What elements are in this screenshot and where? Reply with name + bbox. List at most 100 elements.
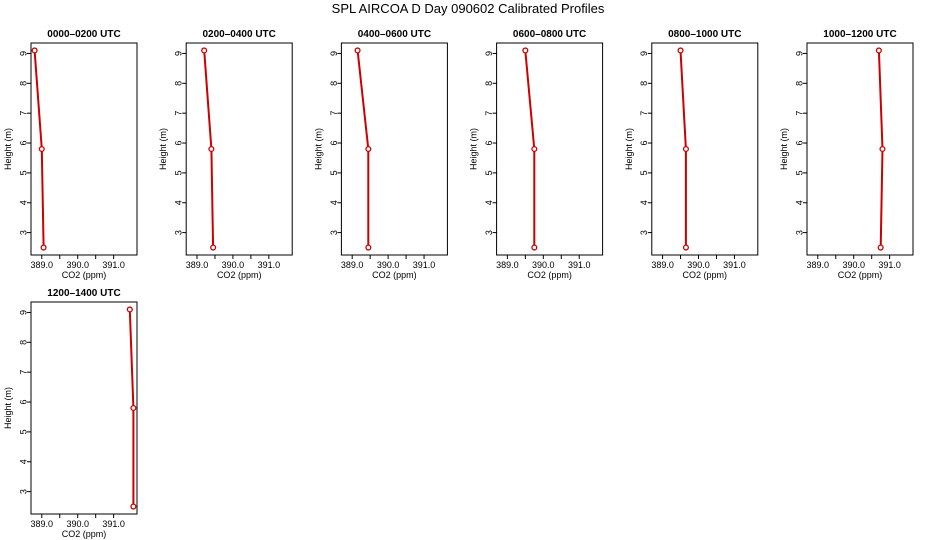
- x-tick-label: 391.0: [413, 260, 436, 270]
- panel-title: 0600–0800 UTC: [513, 29, 586, 40]
- data-point: [531, 244, 538, 251]
- plot-frame: [185, 42, 293, 256]
- y-tick-label: 9: [329, 51, 339, 56]
- data-point: [879, 145, 886, 153]
- x-tick-label: 390.0: [66, 260, 89, 270]
- data-point: [875, 47, 882, 54]
- panel-7: 1200–1400 UTC 389.0 390.0 391.0 3 4 5 6 7 8 9 CO2 (…: [3, 288, 138, 539]
- y-axis-label: Height (m): [3, 128, 13, 170]
- plot-frame: [340, 42, 448, 256]
- y-axis-label: Height (m): [779, 128, 789, 170]
- y-tick-label: 3: [484, 230, 494, 235]
- panel-title: 0000–0200 UTC: [47, 29, 120, 40]
- x-axis-label: CO2 (ppm): [372, 270, 417, 280]
- y-tick-label: 8: [18, 81, 28, 86]
- data-point: [130, 503, 137, 510]
- panel-title: 0400–0600 UTC: [358, 29, 431, 40]
- x-tick-label: 390.0: [66, 519, 89, 529]
- y-tick-label: 4: [18, 200, 28, 205]
- data-point: [126, 306, 133, 313]
- figure-title: SPL AIRCOA D Day 090602 Calibrated Profi…: [331, 1, 605, 16]
- x-tick-label: 391.0: [102, 519, 125, 529]
- data-point: [40, 244, 47, 251]
- x-tick-label: 390.0: [532, 260, 555, 270]
- panel-title: 0200–0400 UTC: [203, 29, 276, 40]
- y-tick-label: 5: [639, 170, 649, 175]
- data-point: [365, 145, 372, 153]
- panel-3: 0400–0600 UTC 389.0 390.0 391.0 3 4 5 6 7 8 9 CO2 (…: [313, 29, 448, 280]
- data-point: [201, 47, 208, 54]
- y-tick-label: 3: [18, 230, 28, 235]
- y-tick-label: 9: [484, 51, 494, 56]
- x-tick-label: 391.0: [258, 260, 281, 270]
- y-tick-label: 4: [639, 200, 649, 205]
- y-tick-label: 7: [329, 111, 339, 116]
- y-tick-label: 6: [639, 141, 649, 146]
- panel-title: 1200–1400 UTC: [47, 288, 120, 299]
- x-tick-label: 389.0: [341, 260, 364, 270]
- y-tick-label: 3: [329, 230, 339, 235]
- panel-4: 0600–0800 UTC 389.0 390.0 391.0 3 4 5 6 7 8 9 CO2 (…: [469, 29, 604, 280]
- data-point: [31, 47, 38, 54]
- y-tick-label: 6: [329, 141, 339, 146]
- data-point: [522, 47, 529, 54]
- y-tick-label: 9: [639, 51, 649, 56]
- y-tick-label: 5: [484, 170, 494, 175]
- y-tick-label: 4: [329, 200, 339, 205]
- y-axis-label: Height (m): [313, 128, 323, 170]
- x-tick-label: 391.0: [102, 260, 125, 270]
- y-tick-label: 5: [18, 429, 28, 434]
- y-tick-label: 5: [794, 170, 804, 175]
- y-axis-label: Height (m): [3, 387, 13, 429]
- y-tick-label: 6: [174, 141, 184, 146]
- x-axis-label: CO2 (ppm): [527, 270, 572, 280]
- y-tick-label: 5: [174, 170, 184, 175]
- y-tick-label: 6: [794, 141, 804, 146]
- x-tick-label: 391.0: [723, 260, 746, 270]
- y-tick-label: 3: [174, 230, 184, 235]
- x-tick-label: 389.0: [186, 260, 209, 270]
- data-point: [682, 145, 689, 153]
- y-tick-label: 7: [794, 111, 804, 116]
- y-tick-label: 3: [794, 230, 804, 235]
- x-axis-label: CO2 (ppm): [838, 270, 883, 280]
- panel-2: 0200–0400 UTC 389.0 390.0 391.0 3 4 5 6 7 8 9 CO2 (…: [158, 29, 293, 280]
- data-point: [877, 244, 884, 251]
- data-point: [354, 47, 361, 54]
- y-tick-label: 9: [174, 51, 184, 56]
- panel-5: 0800–1000 UTC 389.0 390.0 391.0 3 4 5 6 7 8 9 CO2 (…: [624, 29, 759, 280]
- y-tick-label: 4: [794, 200, 804, 205]
- y-tick-label: 8: [329, 81, 339, 86]
- x-tick-label: 390.0: [687, 260, 710, 270]
- x-axis-label: CO2 (ppm): [217, 270, 262, 280]
- y-tick-label: 7: [639, 111, 649, 116]
- plot-frame: [651, 42, 759, 256]
- panel-6: 1000–1200 UTC 389.0 390.0 391.0 3 4 5 6 7 8 9 CO2 (…: [779, 29, 914, 280]
- x-axis-label: CO2 (ppm): [62, 270, 107, 280]
- x-tick-label: 391.0: [878, 260, 901, 270]
- x-tick-label: 390.0: [842, 260, 865, 270]
- x-tick-label: 389.0: [651, 260, 674, 270]
- data-point: [531, 145, 538, 153]
- y-tick-label: 4: [174, 200, 184, 205]
- panel-title: 1000–1200 UTC: [823, 29, 896, 40]
- y-tick-label: 9: [18, 51, 28, 56]
- y-tick-label: 7: [18, 111, 28, 116]
- x-axis-label: CO2 (ppm): [683, 270, 728, 280]
- panel-1: 0000–0200 UTC 389.0 390.0 391.0 3 4 5 6 7 8 9 CO2 (…: [3, 29, 138, 280]
- y-tick-label: 8: [174, 81, 184, 86]
- y-tick-label: 5: [18, 170, 28, 175]
- plot-frame: [496, 42, 604, 256]
- y-tick-label: 8: [639, 81, 649, 86]
- y-tick-label: 7: [174, 111, 184, 116]
- y-tick-label: 6: [18, 141, 28, 146]
- x-tick-label: 389.0: [31, 519, 54, 529]
- plot-frame: [30, 42, 138, 256]
- data-point: [210, 244, 217, 251]
- x-tick-label: 389.0: [807, 260, 830, 270]
- x-tick-label: 390.0: [222, 260, 245, 270]
- y-tick-label: 8: [484, 81, 494, 86]
- y-tick-label: 6: [18, 400, 28, 405]
- plot-frame: [30, 301, 138, 515]
